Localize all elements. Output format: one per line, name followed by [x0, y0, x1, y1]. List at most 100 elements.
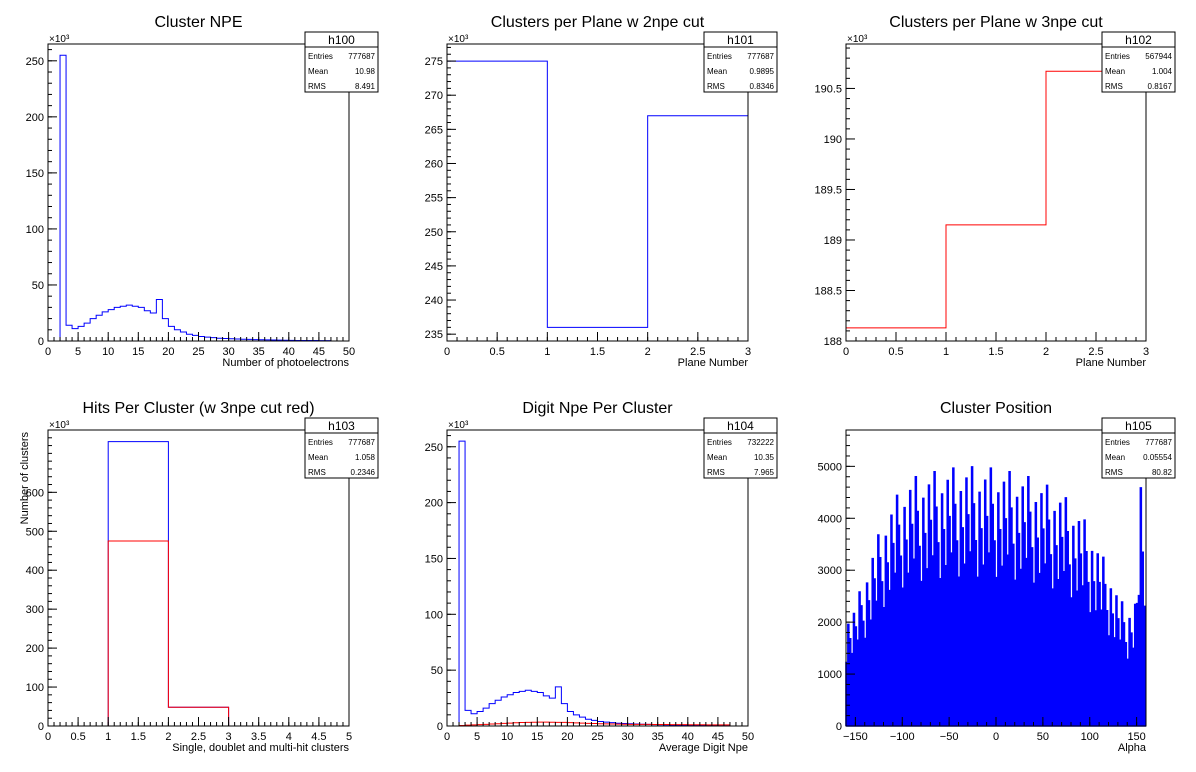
stats-row-label: Mean: [308, 453, 328, 462]
x-tick-label: 0: [993, 731, 999, 743]
x-tick-label: 25: [192, 346, 204, 358]
stats-box-title: h105: [1125, 419, 1152, 433]
x-tick-label: 50: [343, 346, 355, 358]
y-tick-label: 500: [26, 526, 44, 538]
x-tick-label: 2: [1043, 346, 1049, 358]
y-tick-label: 100: [26, 224, 44, 236]
x-tick-label: 25: [591, 731, 603, 743]
x-axis-label: Number of photoelectrons: [222, 357, 349, 369]
plot-title: Hits Per Cluster (w 3npe cut red): [82, 400, 314, 417]
stats-row-value: 10.98: [355, 67, 376, 76]
x-tick-label: 1: [105, 731, 111, 743]
x-tick-label: 2.5: [1088, 346, 1103, 358]
stats-row-label: RMS: [1105, 82, 1123, 91]
x-tick-label: 3: [1143, 346, 1149, 358]
x-tick-label: 0.5: [490, 346, 505, 358]
x-tick-label: 2.5: [690, 346, 705, 358]
histogram-series-primary: [447, 440, 731, 727]
plot-title: Cluster Position: [940, 400, 1052, 417]
y-tick-label: 0: [38, 336, 44, 348]
histogram-panel-h105: Cluster Position −150 −100 −50 0 50 100 150 0 100…: [818, 400, 1176, 754]
stats-row-label: Mean: [1105, 453, 1125, 462]
y-tick-label: 50: [32, 280, 44, 292]
x-tick-label: −150: [843, 731, 868, 743]
y-tick-label: 200: [26, 643, 44, 655]
stats-row-label: RMS: [308, 468, 326, 477]
stats-box: h100 Entries 777687 Mean 10.98 RMS 8.491: [304, 31, 379, 93]
histogram-series-secondary: [48, 540, 289, 727]
y-tick-label: 0: [836, 721, 842, 733]
histogram-series-primary: [845, 466, 1146, 727]
stats-row-value: 1.004: [1152, 67, 1173, 76]
x-tick-label: 4: [286, 731, 292, 743]
y-multiplier-label: ×10³: [448, 34, 469, 45]
x-tick-label: 2: [165, 731, 171, 743]
x-tick-label: 3: [745, 346, 751, 358]
stats-row-value: 0.8346: [750, 82, 775, 91]
y-tick-label: 100: [425, 609, 443, 621]
x-tick-label: 1.5: [988, 346, 1003, 358]
y-tick-label: 200: [425, 498, 443, 510]
plot-frame: [47, 43, 350, 342]
x-tick-label: −100: [890, 731, 915, 743]
stats-row-value: 1.058: [355, 453, 376, 462]
plot-title: Clusters per Plane w 2npe cut: [491, 14, 705, 31]
x-tick-label: 5: [346, 731, 352, 743]
plot-frame: [446, 429, 749, 727]
stats-box: h102 Entries 567944 Mean 1.004 RMS 0.8167: [1101, 31, 1176, 93]
x-tick-label: 1.5: [131, 731, 146, 743]
x-tick-label: 5: [474, 731, 480, 743]
stats-box: h104 Entries 732222 Mean 10.35 RMS 7.965: [703, 417, 778, 479]
stats-box-title: h104: [727, 419, 754, 433]
y-tick-label: 190.5: [814, 83, 842, 95]
x-tick-label: 10: [501, 731, 513, 743]
stats-row-value: 80.82: [1152, 468, 1173, 477]
histogram-panel-h103: Hits Per Cluster (w 3npe cut red) 0 0.5 1 1.…: [19, 400, 379, 754]
plot-frame: [845, 43, 1147, 342]
stats-box: h103 Entries 777687 Mean 1.058 RMS 0.2346: [304, 417, 379, 479]
y-tick-label: 4000: [818, 513, 842, 525]
x-tick-label: 40: [283, 346, 295, 358]
y-tick-label: 5000: [818, 461, 842, 473]
stats-row-label: Entries: [308, 52, 333, 61]
stats-row-value: 0.9895: [750, 67, 775, 76]
x-tick-label: 35: [253, 346, 265, 358]
x-tick-label: 15: [132, 346, 144, 358]
plot-title: Digit Npe Per Cluster: [522, 400, 673, 417]
y-tick-label: 2000: [818, 617, 842, 629]
y-tick-label: 240: [425, 295, 443, 307]
stats-row-label: Entries: [707, 52, 732, 61]
y-tick-label: 270: [425, 90, 443, 102]
y-axis-label: Number of clusters: [19, 432, 31, 525]
stats-box-title: h100: [328, 33, 355, 47]
x-tick-label: 0: [444, 731, 450, 743]
histogram-series-primary: [446, 60, 749, 341]
y-tick-label: 100: [26, 682, 44, 694]
x-axis-label: Single, doublet and multi-hit clusters: [172, 742, 349, 754]
x-tick-label: 10: [102, 346, 114, 358]
y-tick-label: 0: [38, 721, 44, 733]
x-tick-label: 15: [531, 731, 543, 743]
stats-row-label: Mean: [707, 453, 727, 462]
y-tick-label: 189.5: [814, 184, 842, 196]
stats-row-value: 0.2346: [351, 468, 376, 477]
x-tick-label: 5: [75, 346, 81, 358]
stats-row-value: 7.965: [754, 468, 775, 477]
y-tick-label: 265: [425, 124, 443, 136]
stats-row-value: 777687: [348, 52, 375, 61]
stats-box-title: h102: [1125, 33, 1152, 47]
x-tick-label: 3: [226, 731, 232, 743]
stats-row-value: 732222: [747, 438, 774, 447]
y-tick-label: 250: [26, 56, 44, 68]
y-tick-label: 250: [425, 442, 443, 454]
y-multiplier-label: ×10³: [448, 420, 469, 431]
stats-row-label: Entries: [1105, 438, 1130, 447]
stats-row-label: RMS: [707, 468, 725, 477]
stats-row-value: 0.05554: [1143, 453, 1172, 462]
x-tick-label: 3.5: [251, 731, 266, 743]
x-axis-label: Plane Number: [678, 357, 749, 369]
stats-box-title: h101: [727, 33, 754, 47]
x-tick-label: −50: [940, 731, 959, 743]
x-tick-label: 2.5: [191, 731, 206, 743]
